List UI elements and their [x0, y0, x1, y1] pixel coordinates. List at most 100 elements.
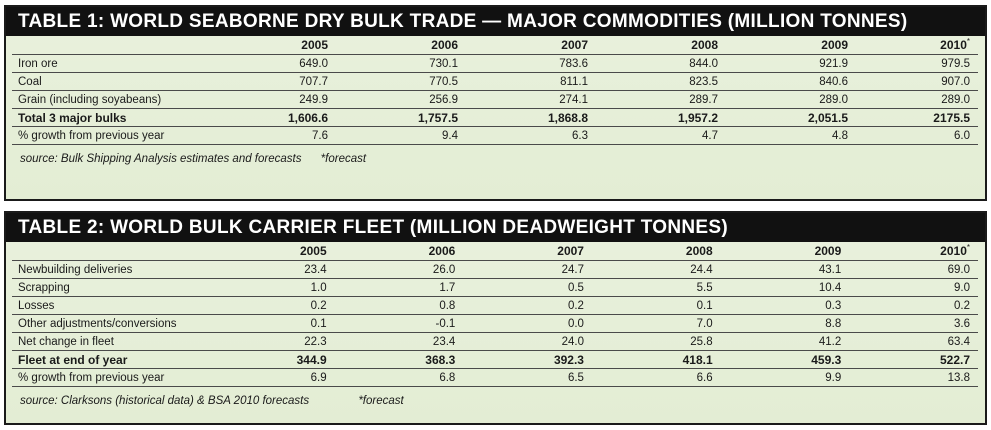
cell-value: 649.0	[206, 54, 336, 73]
cell-value: 7.0	[591, 314, 721, 333]
year-header: 2006	[428, 244, 456, 258]
year-header: 2007	[561, 38, 588, 52]
forecast-mark: *	[966, 37, 970, 46]
row-label: Other adjustments/conversions	[12, 314, 206, 333]
table-row-total: Fleet at end of year 344.9 368.3 392.3 4…	[12, 350, 978, 369]
row-label: Net change in fleet	[12, 332, 206, 351]
cell-value: 24.7	[463, 260, 592, 279]
cell-value: 907.0	[856, 72, 978, 91]
cell-value: 522.7	[849, 350, 978, 369]
cell-value: 344.9	[206, 350, 335, 369]
table-row-total: Total 3 major bulks 1,606.6 1,757.5 1,86…	[12, 108, 978, 127]
cell-value: 6.3	[466, 126, 596, 145]
table-1-source-note: source: Bulk Shipping Analysis estimates…	[20, 153, 985, 165]
cell-value: 0.8	[334, 296, 464, 315]
table-row: Coal 707.7 770.5 811.1 823.5 840.6 907.0	[12, 72, 978, 91]
cell-value: 0.1	[206, 314, 335, 333]
table-row: Net change in fleet 22.3 23.4 24.0 25.8 …	[12, 332, 978, 351]
cell-value: 1.0	[206, 278, 335, 297]
year-header: 2007	[557, 244, 584, 258]
cell-value: 2,051.5	[726, 108, 856, 127]
cell-value: 69.0	[849, 260, 978, 279]
cell-value: 10.4	[720, 278, 850, 297]
cell-value: 730.1	[336, 54, 466, 73]
cell-value: 4.8	[726, 126, 856, 145]
cell-value: 289.7	[596, 90, 726, 109]
cell-value: 1,868.8	[466, 108, 596, 127]
forecast-mark: *	[966, 243, 970, 252]
cell-value: 979.5	[856, 54, 978, 73]
row-label: Fleet at end of year	[12, 350, 206, 369]
cell-value: 9.9	[720, 368, 850, 387]
year-header: 2006	[431, 38, 458, 52]
cell-value: 5.5	[591, 278, 721, 297]
year-label: 2010	[940, 38, 967, 52]
year-header: 2005	[299, 244, 327, 258]
cell-value: 63.4	[849, 332, 978, 351]
row-label: Total 3 major bulks	[12, 108, 206, 127]
cell-value: 249.9	[206, 90, 336, 109]
cell-value: 3.6	[849, 314, 978, 333]
cell-value: 289.0	[726, 90, 856, 109]
cell-value: 0.2	[849, 296, 978, 315]
cell-value: 8.8	[720, 314, 850, 333]
cell-value: 770.5	[336, 72, 466, 91]
table-row: % growth from previous year 7.6 9.4 6.3 …	[12, 126, 978, 145]
source-text: source: Bulk Shipping Analysis estimates…	[20, 153, 302, 165]
table-header-row: 2005 2006 2007 2008 2009 2010*	[12, 36, 978, 55]
cell-value: 0.2	[463, 296, 592, 315]
cell-value: 1,606.6	[206, 108, 336, 127]
year-header: 2008	[691, 38, 718, 52]
cell-value: 7.6	[206, 126, 336, 145]
cell-value: 9.4	[336, 126, 466, 145]
cell-value: 23.4	[206, 260, 335, 279]
cell-value: 6.8	[334, 368, 464, 387]
cell-value: 24.0	[463, 332, 592, 351]
cell-value: 783.6	[466, 54, 596, 73]
header-label-cell	[12, 242, 206, 261]
cell-value: 9.0	[849, 278, 978, 297]
cell-value: 26.0	[334, 260, 464, 279]
cell-value: 811.1	[466, 72, 596, 91]
cell-value: 289.0	[856, 90, 978, 109]
cell-value: 41.2	[720, 332, 850, 351]
table-2: 2005 2006 2007 2008 2009 2010* Newbuildi…	[12, 242, 978, 387]
table-2-panel: TABLE 2: WORLD BULK CARRIER FLEET (MILLI…	[4, 211, 987, 425]
cell-value: 274.1	[466, 90, 596, 109]
cell-value: 1,757.5	[336, 108, 466, 127]
year-header: 2008	[685, 244, 713, 258]
cell-value: -0.1	[334, 314, 464, 333]
table-1-panel: TABLE 1: WORLD SEABORNE DRY BULK TRADE —…	[4, 5, 987, 201]
row-label: Grain (including soyabeans)	[12, 90, 206, 109]
cell-value: 6.0	[856, 126, 978, 145]
row-label: Scrapping	[12, 278, 206, 297]
cell-value: 22.3	[206, 332, 335, 351]
cell-value: 13.8	[849, 368, 978, 387]
cell-value: 0.2	[206, 296, 335, 315]
cell-value: 368.3	[334, 350, 464, 369]
year-header-forecast: 2010*	[856, 36, 978, 55]
year-header: 2009	[814, 244, 842, 258]
table-row: Grain (including soyabeans) 249.9 256.9 …	[12, 90, 978, 109]
forecast-note: *forecast	[358, 395, 404, 407]
cell-value: 6.5	[463, 368, 592, 387]
table-row: Newbuilding deliveries 23.4 26.0 24.7 24…	[12, 260, 978, 279]
cell-value: 256.9	[336, 90, 466, 109]
table-row: Other adjustments/conversions 0.1 -0.1 0…	[12, 314, 978, 333]
row-label: Iron ore	[12, 54, 206, 73]
table-row: Losses 0.2 0.8 0.2 0.1 0.3 0.2	[12, 296, 978, 315]
cell-value: 844.0	[596, 54, 726, 73]
cell-value: 43.1	[720, 260, 850, 279]
cell-value: 23.4	[334, 332, 464, 351]
cell-value: 6.9	[206, 368, 335, 387]
header-label-cell	[12, 36, 206, 55]
cell-value: 0.0	[463, 314, 592, 333]
table-2-source-note: source: Clarksons (historical data) & BS…	[20, 395, 985, 407]
row-label: Coal	[12, 72, 206, 91]
cell-value: 25.8	[591, 332, 721, 351]
cell-value: 840.6	[726, 72, 856, 91]
row-label: Losses	[12, 296, 206, 315]
table-1: 2005 2006 2007 2008 2009 2010* Iron ore …	[12, 36, 978, 145]
cell-value: 823.5	[596, 72, 726, 91]
table-row: Iron ore 649.0 730.1 783.6 844.0 921.9 9…	[12, 54, 978, 73]
